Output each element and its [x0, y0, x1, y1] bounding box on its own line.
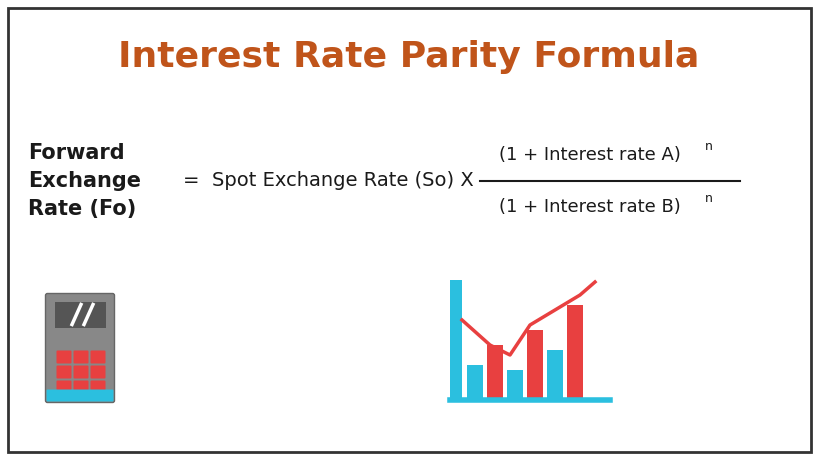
FancyBboxPatch shape [46, 294, 115, 403]
Text: (1 + Interest rate A): (1 + Interest rate A) [499, 146, 681, 164]
FancyBboxPatch shape [55, 301, 106, 327]
FancyBboxPatch shape [57, 365, 71, 378]
Text: Interest Rate Parity Formula: Interest Rate Parity Formula [118, 40, 699, 74]
Bar [527, 330, 543, 400]
FancyBboxPatch shape [47, 389, 114, 402]
FancyBboxPatch shape [57, 381, 71, 393]
Bar [507, 370, 523, 400]
FancyBboxPatch shape [91, 350, 106, 364]
FancyBboxPatch shape [74, 365, 88, 378]
Text: n: n [705, 140, 713, 153]
Bar [547, 350, 563, 400]
Text: Rate (Fo): Rate (Fo) [28, 199, 136, 219]
FancyBboxPatch shape [91, 381, 106, 393]
Text: Exchange: Exchange [28, 171, 141, 191]
Text: n: n [705, 191, 713, 205]
Bar [467, 365, 483, 400]
FancyBboxPatch shape [91, 365, 106, 378]
Bar [450, 280, 462, 400]
FancyBboxPatch shape [74, 350, 88, 364]
Bar [487, 345, 503, 400]
Bar [567, 305, 583, 400]
Text: Forward: Forward [28, 143, 124, 163]
FancyBboxPatch shape [74, 381, 88, 393]
Text: =  Spot Exchange Rate (So) X: = Spot Exchange Rate (So) X [183, 171, 473, 191]
FancyBboxPatch shape [57, 350, 71, 364]
Text: (1 + Interest rate B): (1 + Interest rate B) [499, 198, 681, 216]
